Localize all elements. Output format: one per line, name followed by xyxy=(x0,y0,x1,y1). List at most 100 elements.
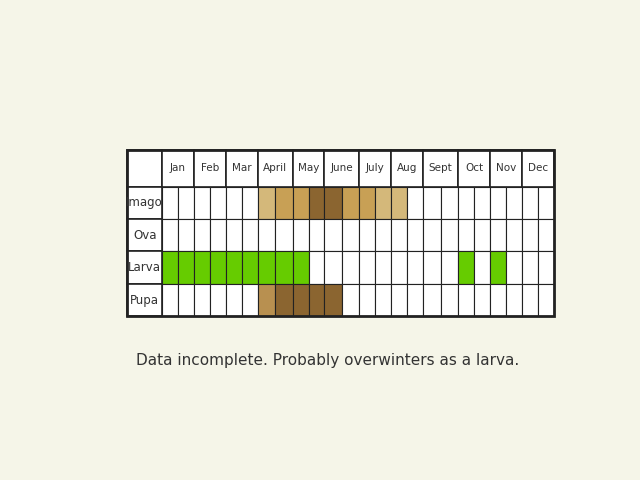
Bar xyxy=(342,219,360,252)
Text: Mar: Mar xyxy=(232,163,252,173)
Bar xyxy=(538,284,554,316)
Bar xyxy=(226,252,242,284)
Bar xyxy=(178,252,194,284)
Bar xyxy=(210,252,226,284)
Bar xyxy=(423,219,441,252)
Bar xyxy=(538,187,554,219)
Bar xyxy=(391,187,407,219)
Bar xyxy=(324,187,342,219)
Bar xyxy=(226,284,242,316)
Bar xyxy=(423,150,458,187)
Bar xyxy=(522,187,538,219)
Text: Ova: Ova xyxy=(133,229,156,242)
Bar xyxy=(423,284,441,316)
Text: Feb: Feb xyxy=(201,163,219,173)
Bar xyxy=(474,219,490,252)
Bar xyxy=(162,252,178,284)
Bar xyxy=(194,150,226,187)
Bar xyxy=(127,150,554,316)
Bar xyxy=(210,219,226,252)
Bar xyxy=(194,284,210,316)
Bar xyxy=(376,187,391,219)
Bar xyxy=(162,150,194,187)
Bar xyxy=(324,284,342,316)
Text: Dec: Dec xyxy=(528,163,548,173)
Bar xyxy=(522,219,538,252)
Bar xyxy=(194,219,210,252)
Bar xyxy=(441,284,458,316)
Bar xyxy=(506,219,522,252)
Bar xyxy=(258,284,275,316)
Bar xyxy=(376,219,391,252)
Bar xyxy=(242,187,258,219)
Bar xyxy=(474,284,490,316)
Bar xyxy=(342,187,360,219)
Bar xyxy=(242,219,258,252)
Bar xyxy=(407,252,423,284)
Bar xyxy=(210,284,226,316)
Bar xyxy=(242,252,258,284)
Bar xyxy=(441,187,458,219)
Bar xyxy=(308,252,324,284)
Bar xyxy=(275,219,292,252)
Bar xyxy=(407,284,423,316)
Bar xyxy=(226,187,242,219)
Text: Pupa: Pupa xyxy=(130,294,159,307)
Bar xyxy=(538,252,554,284)
Bar xyxy=(210,187,226,219)
Bar xyxy=(474,187,490,219)
Bar xyxy=(458,219,474,252)
Bar xyxy=(522,284,538,316)
Text: April: April xyxy=(263,163,287,173)
Bar xyxy=(376,284,391,316)
Text: Larva: Larva xyxy=(128,261,161,274)
Bar xyxy=(342,252,360,284)
Bar xyxy=(226,150,258,187)
Bar xyxy=(308,219,324,252)
Bar xyxy=(194,187,210,219)
Bar xyxy=(162,219,178,252)
Bar xyxy=(275,252,292,284)
Bar xyxy=(162,187,178,219)
Bar xyxy=(360,284,376,316)
Text: Data incomplete. Probably overwinters as a larva.: Data incomplete. Probably overwinters as… xyxy=(136,353,520,368)
Bar xyxy=(292,284,308,316)
Bar xyxy=(292,252,308,284)
Bar xyxy=(506,252,522,284)
Text: Sept: Sept xyxy=(429,163,452,173)
Text: Imago: Imago xyxy=(126,196,163,209)
Bar xyxy=(423,187,441,219)
Bar xyxy=(178,284,194,316)
Bar xyxy=(441,252,458,284)
Bar xyxy=(490,150,522,187)
Bar xyxy=(127,150,162,187)
Bar xyxy=(391,219,407,252)
Bar xyxy=(360,219,376,252)
Bar xyxy=(162,284,178,316)
Bar xyxy=(127,187,162,219)
Bar xyxy=(292,187,308,219)
Bar xyxy=(538,219,554,252)
Bar xyxy=(490,252,506,284)
Text: Jan: Jan xyxy=(170,163,186,173)
Bar xyxy=(178,219,194,252)
Bar xyxy=(342,284,360,316)
Bar xyxy=(360,252,376,284)
Bar xyxy=(178,187,194,219)
Bar xyxy=(258,252,275,284)
Text: Oct: Oct xyxy=(465,163,483,173)
Bar xyxy=(458,252,474,284)
Bar xyxy=(360,150,391,187)
Bar xyxy=(506,187,522,219)
Bar xyxy=(360,187,376,219)
Bar xyxy=(407,219,423,252)
Bar xyxy=(127,252,162,284)
Bar xyxy=(242,284,258,316)
Bar xyxy=(458,150,490,187)
Bar xyxy=(391,150,423,187)
Bar xyxy=(474,252,490,284)
Bar xyxy=(324,150,360,187)
Bar xyxy=(258,150,292,187)
Bar xyxy=(308,187,324,219)
Text: May: May xyxy=(298,163,319,173)
